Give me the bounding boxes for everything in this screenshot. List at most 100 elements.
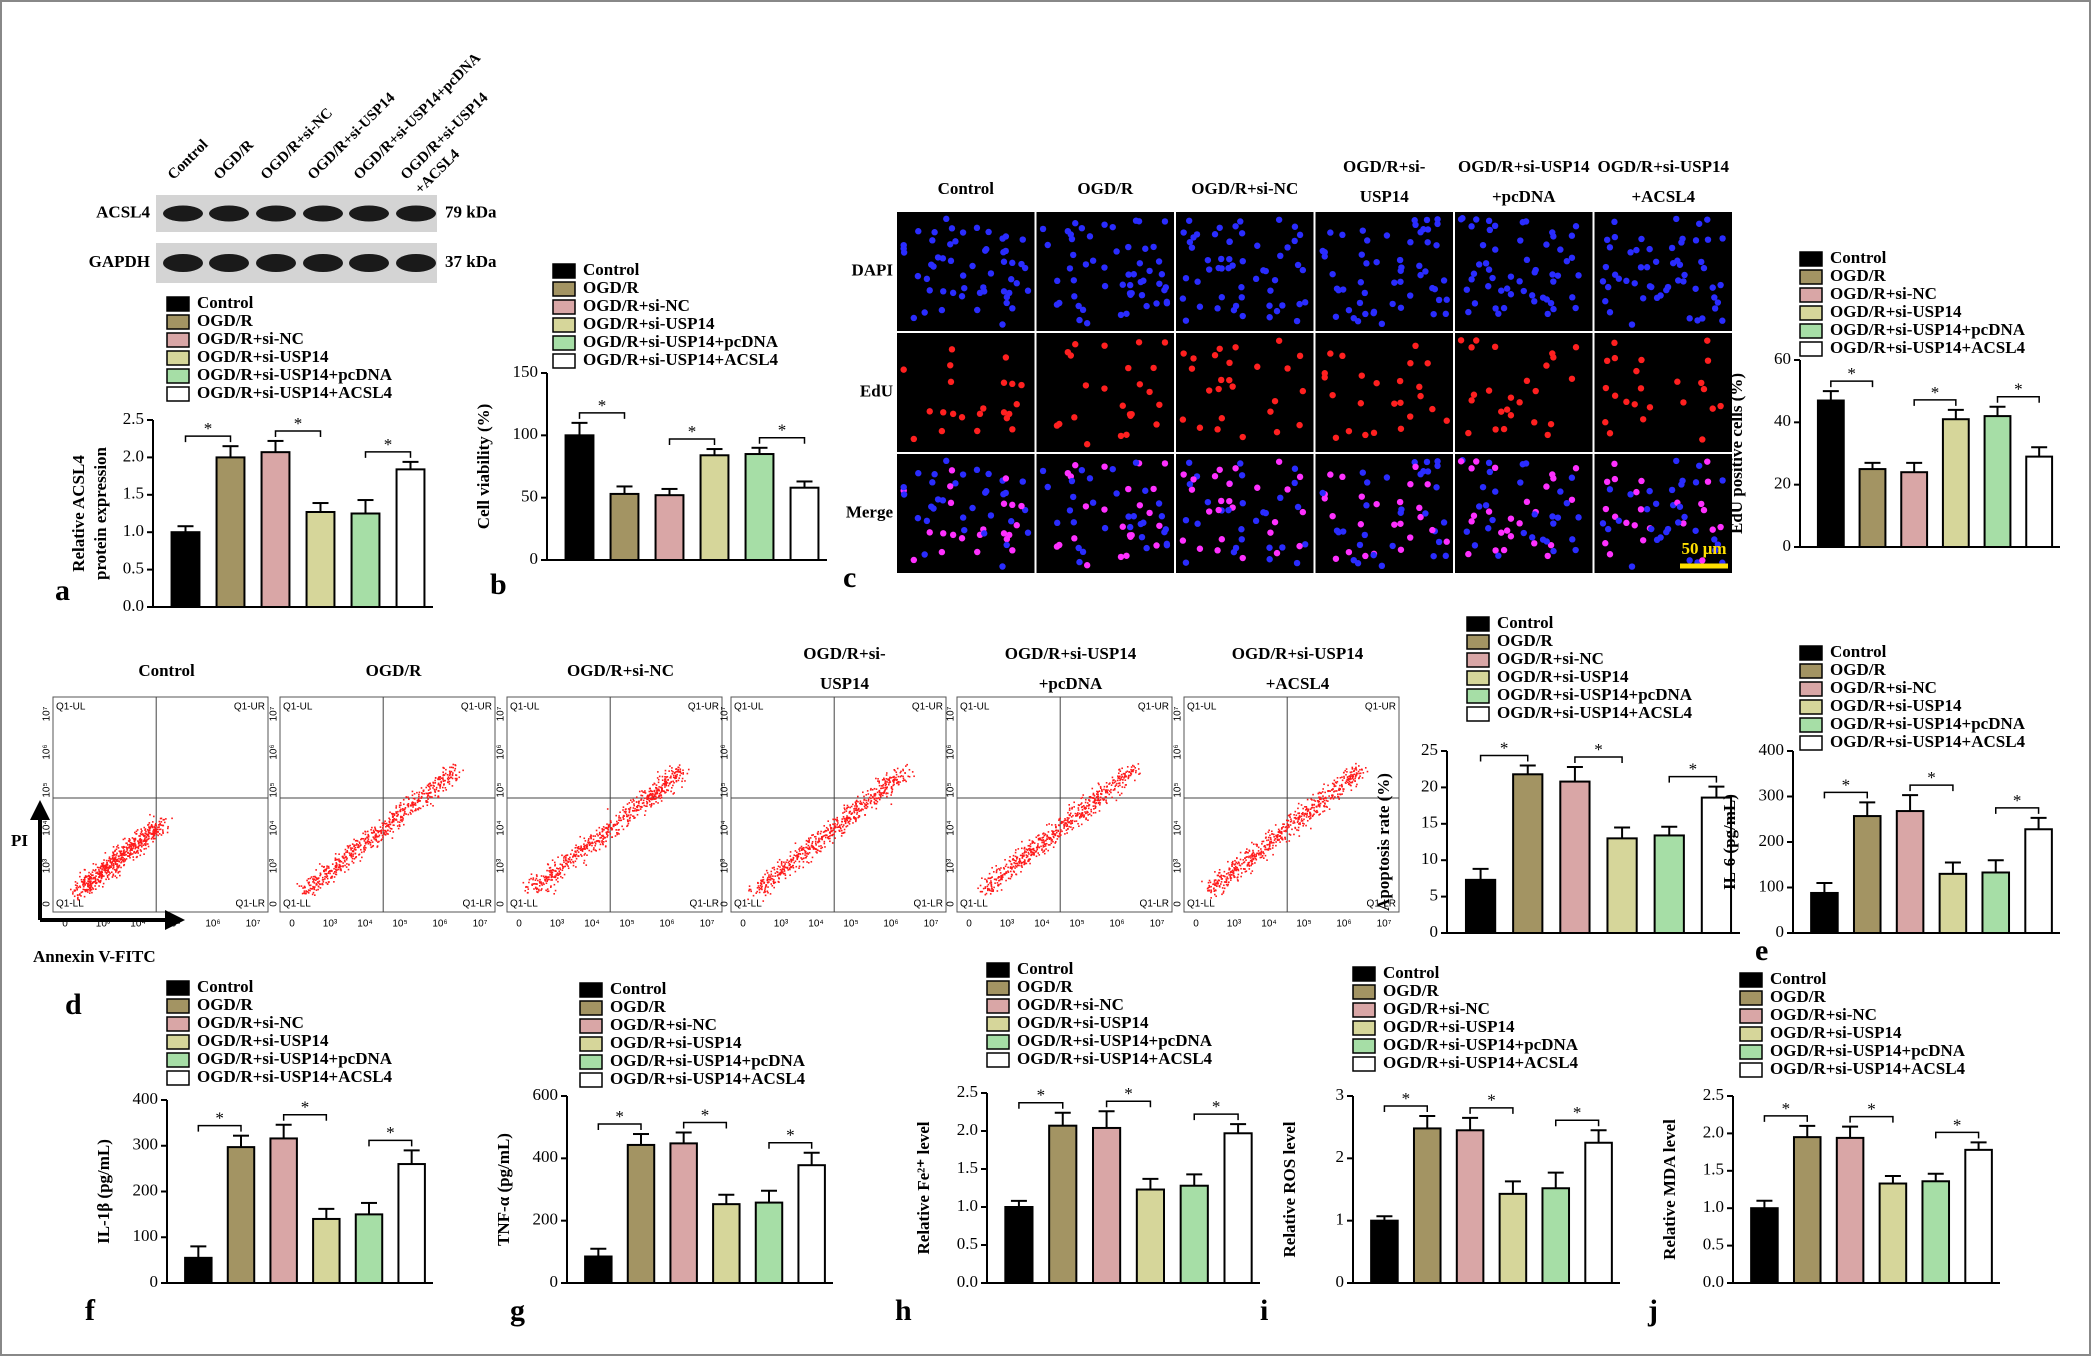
nucleus: [1284, 365, 1291, 372]
event-dot: [1123, 786, 1126, 789]
event-dot: [800, 857, 802, 859]
nucleus: [1216, 345, 1223, 352]
event-dot: [584, 840, 587, 842]
event-dot: [1256, 845, 1258, 847]
event-dot: [1060, 820, 1063, 823]
event-dot: [1318, 796, 1320, 799]
event-dot: [652, 792, 654, 795]
event-dot: [808, 846, 811, 848]
event-dot: [762, 900, 765, 902]
y-tick-label: 1.0: [123, 521, 144, 540]
event-dot: [1092, 797, 1095, 799]
event-dot: [985, 892, 988, 895]
y-axis-label: Cell viability (%): [474, 404, 493, 530]
event-dot: [564, 862, 567, 865]
event-dot: [873, 794, 876, 797]
event-dot: [386, 832, 388, 835]
event-dot: [86, 889, 88, 892]
event-dot: [388, 821, 391, 823]
event-dot: [1032, 852, 1035, 854]
event-dot: [856, 813, 858, 815]
nucleus: [1652, 258, 1660, 265]
event-dot: [411, 790, 414, 793]
event-dot: [1077, 807, 1080, 809]
event-dot: [594, 842, 597, 845]
event-dot: [1300, 818, 1303, 820]
event-dot: [395, 812, 398, 815]
event-dot: [1313, 799, 1315, 801]
event-dot: [91, 887, 94, 889]
nucleus: [1358, 251, 1365, 258]
nucleus: [1254, 363, 1261, 370]
legend-label: Control: [197, 293, 254, 312]
event-dot: [85, 882, 88, 884]
event-dot: [846, 816, 848, 819]
event-dot: [1067, 811, 1069, 814]
event-dot: [402, 807, 404, 810]
nucleus: [1549, 513, 1556, 520]
nucleus: [1575, 514, 1582, 521]
nucleus: [1698, 500, 1705, 508]
event-dot: [1210, 897, 1212, 899]
event-dot: [1130, 768, 1132, 771]
event-dot: [127, 852, 130, 854]
event-dot: [641, 794, 644, 797]
event-dot: [1077, 809, 1080, 811]
event-dot: [773, 886, 775, 889]
event-dot: [601, 841, 603, 843]
event-dot: [1245, 859, 1247, 861]
event-dot: [544, 880, 547, 882]
event-dot: [1327, 790, 1329, 793]
event-dot: [1256, 852, 1258, 855]
nucleus: [1429, 405, 1436, 413]
event-dot: [1213, 881, 1216, 883]
event-dot: [1254, 857, 1257, 860]
event-dot: [160, 834, 163, 836]
nucleus: [1070, 519, 1078, 526]
event-dot: [129, 852, 132, 854]
event-dot: [439, 783, 442, 786]
event-dot: [987, 889, 989, 892]
event-dot: [422, 789, 425, 792]
event-dot: [312, 891, 315, 894]
event-dot: [1319, 796, 1322, 799]
event-dot: [123, 854, 126, 856]
event-dot: [130, 849, 133, 851]
nucleus: [1398, 506, 1405, 513]
event-dot: [132, 859, 135, 861]
nucleus: [940, 530, 947, 537]
x-tick-label: 10⁷: [1150, 919, 1165, 930]
event-dot: [787, 869, 789, 871]
event-dot: [109, 859, 112, 862]
event-dot: [104, 852, 107, 854]
event-dot: [1100, 788, 1103, 791]
event-dot: [1129, 772, 1132, 774]
event-dot: [140, 845, 143, 848]
event-dot: [123, 846, 126, 849]
event-dot: [1029, 845, 1032, 848]
event-dot: [1215, 895, 1218, 898]
nucleus: [1611, 460, 1618, 468]
nucleus: [926, 287, 933, 294]
event-dot: [426, 796, 429, 798]
event-dot: [350, 852, 353, 855]
event-dot: [855, 809, 858, 811]
event-dot: [385, 831, 388, 833]
event-dot: [1350, 778, 1352, 780]
event-dot: [602, 841, 605, 843]
event-dot: [155, 830, 158, 833]
nucleus: [1611, 233, 1619, 241]
event-dot: [1300, 804, 1303, 806]
event-dot: [106, 876, 109, 879]
nucleus: [1345, 306, 1353, 314]
event-dot: [875, 777, 877, 780]
event-dot: [664, 779, 666, 781]
event-dot: [1333, 784, 1336, 786]
nucleus: [1089, 257, 1097, 264]
event-dot: [843, 804, 846, 807]
event-dot: [430, 784, 433, 787]
event-dot: [1105, 789, 1107, 791]
nucleus: [1294, 261, 1302, 269]
nucleus: [1475, 261, 1483, 268]
event-dot: [1272, 841, 1275, 844]
